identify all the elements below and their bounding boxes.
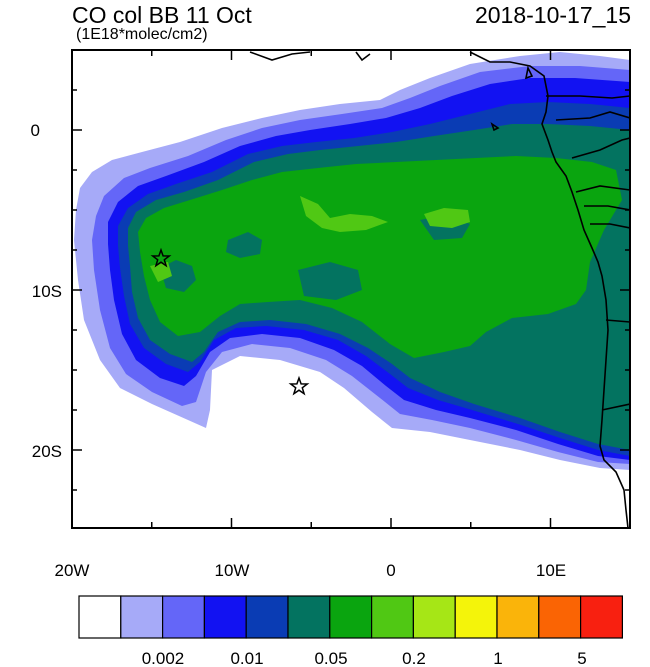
- plume-level-7b: [424, 208, 470, 228]
- colorbar-labels: 0.002 0.01 0.05 0.2 1 5: [142, 649, 587, 667]
- star-icon: [150, 247, 172, 268]
- plume-level-6: [138, 156, 622, 358]
- colorbar-label: 0.05: [314, 649, 347, 667]
- plume-patch-3: [298, 262, 362, 300]
- colorbar-swatch: [329, 595, 373, 639]
- colorbar-swatch: [538, 595, 582, 639]
- plume-patch-2: [226, 232, 262, 258]
- lat-label: 20S: [32, 442, 62, 461]
- plot-frame: [71, 49, 631, 529]
- plume-level-7: [300, 196, 388, 232]
- lon-label: 10W: [215, 561, 250, 580]
- coastline: [249, 51, 630, 528]
- colorbar-swatch: [78, 595, 122, 639]
- colorbar-swatch: [120, 595, 164, 639]
- map-title: CO col BB 11 Oct: [72, 2, 252, 28]
- colorbar-label: 0.01: [230, 649, 263, 667]
- colorbar-label: 5: [577, 649, 586, 667]
- colorbar-swatch: [412, 595, 456, 639]
- colorbar-swatch: [454, 595, 498, 639]
- lon-label: 20W: [55, 561, 90, 580]
- markers: [150, 247, 310, 396]
- co-plume-field: [74, 52, 630, 470]
- valid-time: 2018-10-17_15: [474, 2, 631, 28]
- lon-label: 0: [386, 561, 395, 580]
- map-units: (1E18*molec/cm2): [76, 26, 208, 43]
- plume-level-7c: [150, 262, 172, 282]
- colorbar-label: 0.2: [402, 649, 426, 667]
- colorbar-swatch: [287, 595, 331, 639]
- colorbar-label: 1: [493, 649, 502, 667]
- colorbar: [78, 595, 623, 639]
- axis-ticks: [71, 49, 631, 528]
- colorbar-swatch: [371, 595, 415, 639]
- colorbar-swatch: [162, 595, 206, 639]
- colorbar-swatch: [496, 595, 540, 639]
- colorbar-swatch: [203, 595, 247, 639]
- colorbar-swatch: [579, 595, 623, 639]
- lon-label: 10E: [536, 561, 566, 580]
- lat-label: 0: [31, 121, 40, 140]
- star-icon: [288, 375, 310, 396]
- colorbar-label: 0.002: [142, 649, 185, 667]
- lat-label: 10S: [32, 282, 62, 301]
- colorbar-swatch: [245, 595, 289, 639]
